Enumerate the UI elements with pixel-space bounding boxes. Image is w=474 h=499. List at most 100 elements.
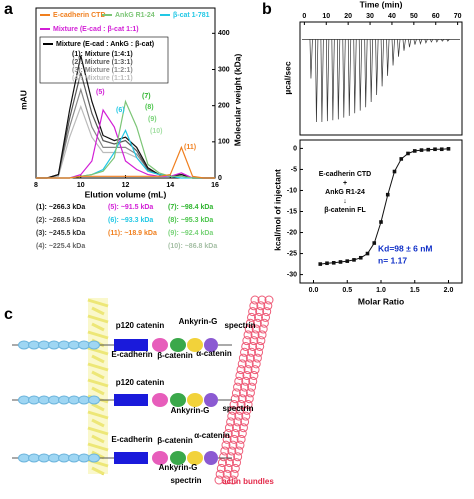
series-line	[36, 55, 215, 179]
actin-bead	[228, 405, 238, 415]
data-point	[365, 251, 370, 256]
ec-domain	[38, 340, 50, 350]
injection-peak	[331, 39, 335, 121]
injection-peak	[419, 39, 423, 45]
x-tick-label: 12	[122, 182, 130, 189]
ec-domain	[28, 453, 40, 463]
actin-bead	[262, 307, 272, 317]
actin-bead	[238, 423, 248, 433]
legend-label: (4): Mixture (1:1:1)	[72, 75, 133, 82]
ec-domain	[78, 395, 90, 405]
peak-label: (11)	[184, 144, 196, 151]
pink-domain	[152, 338, 168, 352]
green-domain	[170, 338, 186, 352]
actin-bead	[248, 376, 258, 386]
actin-bead	[237, 359, 247, 369]
actin-bead	[247, 312, 257, 322]
actin-bead	[263, 301, 273, 311]
actin-bead	[234, 376, 244, 386]
ec-domain	[28, 340, 40, 350]
panel-label: b	[262, 1, 272, 18]
legend-label: Mixture (E-cad : β-cat 1:1)	[53, 26, 139, 33]
legend-label: (1): Mixture (1:4:1)	[72, 51, 133, 58]
actin-bead	[251, 359, 261, 369]
injection-peak	[309, 39, 313, 79]
actin-bead	[230, 463, 240, 473]
series-line	[36, 99, 215, 179]
x-tick-label: 60	[432, 13, 440, 20]
actin-bead	[237, 394, 247, 404]
data-point	[406, 151, 410, 156]
y-tick-label: -15	[287, 208, 297, 215]
actin-bead	[251, 324, 261, 334]
injection-peak	[413, 39, 417, 45]
actin-bead	[256, 336, 266, 346]
actin-bead	[233, 382, 243, 392]
actin-bead	[255, 307, 265, 317]
actin-bead	[264, 295, 274, 305]
injection-peak	[430, 39, 434, 43]
data-point	[439, 147, 444, 152]
injection-peak	[347, 39, 352, 116]
diagram-label: Ankyrin-G	[171, 406, 210, 415]
injection-peak	[391, 39, 395, 66]
mw-label: (5): ~91.5 kDa	[108, 204, 153, 211]
y2-axis-title: Molecular weight (kDa)	[232, 54, 242, 147]
data-point	[426, 147, 431, 152]
actin-bead	[241, 341, 251, 351]
panel-label: c	[4, 306, 13, 323]
x-tick-label: 1.0	[376, 287, 386, 294]
e-cadherin-cyto	[114, 339, 148, 351]
data-point	[331, 261, 336, 265]
data-point	[419, 148, 424, 152]
y2-tick-label: 100	[218, 139, 230, 146]
yellow-domain	[187, 393, 203, 407]
actin-bead	[216, 463, 226, 473]
actin-bead	[250, 330, 260, 340]
actin-bead	[230, 429, 240, 439]
purple-domain	[204, 393, 218, 407]
actin-bead	[234, 446, 244, 456]
actin-bead	[235, 440, 245, 450]
diagram-label: spectrin	[222, 404, 253, 413]
diagram-label: spectrin	[170, 476, 201, 485]
actin-bead	[249, 301, 259, 311]
series-line	[36, 104, 215, 179]
actin-bead	[252, 353, 262, 363]
panel-label: a	[4, 1, 13, 18]
legend-box	[39, 36, 169, 84]
diagram-label: E-cadherin	[111, 435, 152, 444]
x-tick-label: 20	[344, 13, 352, 20]
actin-bead	[261, 312, 271, 322]
x-tick-label: 0	[302, 13, 306, 20]
peak-label: (6)	[116, 107, 125, 114]
actin-bead	[258, 324, 268, 334]
mw-label: (2): ~268.5 kDa	[36, 217, 85, 224]
actin-bead	[240, 417, 250, 427]
actin-bead	[252, 318, 262, 328]
ec-domain	[48, 453, 60, 463]
actin-bead	[234, 411, 244, 421]
annotation: E-cadherin CTD	[319, 171, 372, 178]
actin-bead	[249, 370, 259, 380]
mw-label: (9): ~92.4 kDa	[168, 230, 213, 237]
annotation: β-catenin FL	[324, 207, 366, 214]
ec-domain	[88, 453, 100, 463]
legend-label: β-cat 1-781	[173, 12, 210, 19]
data-point	[385, 192, 390, 197]
y2-tick-label: 200	[218, 103, 230, 110]
yellow-domain	[187, 338, 203, 352]
actin-bead	[257, 295, 267, 305]
diagram-label: actin bundles	[222, 477, 274, 486]
actin-bead	[256, 301, 266, 311]
peak-label: (9)	[148, 116, 157, 123]
series-line	[36, 145, 215, 179]
kd-label: Kd=98 ± 6 nM	[378, 243, 433, 253]
actin-bead	[236, 434, 246, 444]
ec-domain	[78, 453, 90, 463]
actin-bead	[245, 318, 255, 328]
x-tick-label: 10	[77, 182, 85, 189]
actin-bead	[247, 382, 257, 392]
actin-bead	[248, 307, 258, 317]
annotation: AnkG R1-24	[325, 189, 365, 196]
